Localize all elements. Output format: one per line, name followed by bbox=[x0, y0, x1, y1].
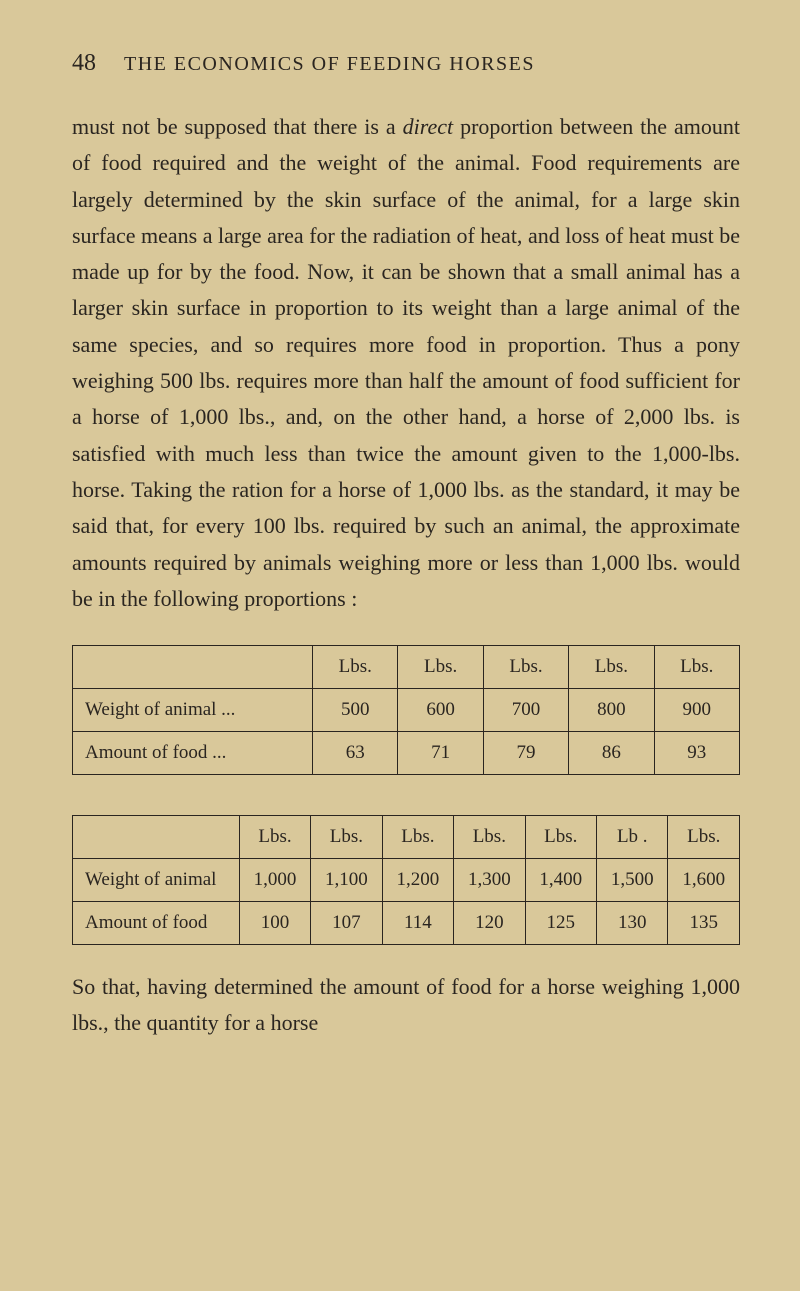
table-header-cell: Lbs. bbox=[313, 646, 398, 689]
table-row: Amount of food 100 107 114 120 125 130 1… bbox=[73, 902, 740, 945]
table-header-cell: Lbs. bbox=[668, 816, 740, 859]
table-row: Lbs. Lbs. Lbs. Lbs. Lbs. Lb . Lbs. bbox=[73, 816, 740, 859]
table-cell: 93 bbox=[654, 732, 739, 775]
table-header-cell: Lbs. bbox=[398, 646, 483, 689]
table-cell: 114 bbox=[382, 902, 453, 945]
table-row: Weight of animal ... 500 600 700 800 900 bbox=[73, 689, 740, 732]
table-2: Lbs. Lbs. Lbs. Lbs. Lbs. Lb . Lbs. Weigh… bbox=[72, 815, 740, 945]
table-cell: Amount of food bbox=[73, 902, 240, 945]
table-header-cell: Lbs. bbox=[483, 646, 568, 689]
table-row: Amount of food ... 63 71 79 86 93 bbox=[73, 732, 740, 775]
table-cell: Weight of animal bbox=[73, 859, 240, 902]
table-cell: 700 bbox=[483, 689, 568, 732]
table-cell: 1,000 bbox=[239, 859, 310, 902]
table-header-cell: Lbs. bbox=[382, 816, 453, 859]
table-cell: 600 bbox=[398, 689, 483, 732]
table-cell: 900 bbox=[654, 689, 739, 732]
table-row: Lbs. Lbs. Lbs. Lbs. Lbs. bbox=[73, 646, 740, 689]
table-header-cell: Lbs. bbox=[239, 816, 310, 859]
page-title: THE ECONOMICS OF FEEDING HORSES bbox=[124, 53, 535, 76]
body-paragraph: must not be supposed that there is a dir… bbox=[72, 109, 740, 617]
table-cell: 71 bbox=[398, 732, 483, 775]
table-cell: 100 bbox=[239, 902, 310, 945]
table-header-cell: Lbs. bbox=[525, 816, 596, 859]
table-cell: 120 bbox=[454, 902, 525, 945]
table-row: Weight of animal 1,000 1,100 1,200 1,300… bbox=[73, 859, 740, 902]
table-cell: 79 bbox=[483, 732, 568, 775]
table-cell: 1,200 bbox=[382, 859, 453, 902]
table-cell: 1,600 bbox=[668, 859, 740, 902]
table-header-cell: Lb . bbox=[597, 816, 668, 859]
table-cell: 1,100 bbox=[311, 859, 382, 902]
table-cell: 130 bbox=[597, 902, 668, 945]
table-1: Lbs. Lbs. Lbs. Lbs. Lbs. Weight of anima… bbox=[72, 645, 740, 775]
body-text-post: proportion between the amount of food re… bbox=[72, 114, 740, 611]
table-cell: 63 bbox=[313, 732, 398, 775]
table-cell: 125 bbox=[525, 902, 596, 945]
body-text-italic: direct bbox=[403, 114, 454, 139]
page-header: 48 THE ECONOMICS OF FEEDING HORSES bbox=[72, 50, 740, 77]
table-header-cell: Lbs. bbox=[569, 646, 654, 689]
table-header-cell: Lbs. bbox=[654, 646, 739, 689]
table-cell: 800 bbox=[569, 689, 654, 732]
table-cell: Amount of food ... bbox=[73, 732, 313, 775]
table-header-cell bbox=[73, 816, 240, 859]
body-text-pre: must not be supposed that there is a bbox=[72, 114, 403, 139]
table-cell: 500 bbox=[313, 689, 398, 732]
page-number: 48 bbox=[72, 50, 96, 77]
table-header-cell: Lbs. bbox=[454, 816, 525, 859]
table-cell: 107 bbox=[311, 902, 382, 945]
table-cell: 135 bbox=[668, 902, 740, 945]
table-header-cell bbox=[73, 646, 313, 689]
table-cell: 1,500 bbox=[597, 859, 668, 902]
table-cell: 86 bbox=[569, 732, 654, 775]
table-header-cell: Lbs. bbox=[311, 816, 382, 859]
table-cell: 1,300 bbox=[454, 859, 525, 902]
footer-paragraph: So that, having determined the amount of… bbox=[72, 969, 740, 1042]
table-cell: 1,400 bbox=[525, 859, 596, 902]
table-cell: Weight of animal ... bbox=[73, 689, 313, 732]
